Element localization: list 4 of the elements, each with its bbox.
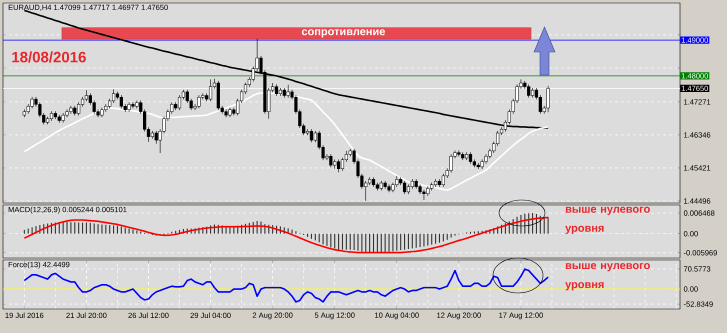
text: выше нулевого уровня xyxy=(565,206,650,234)
annotation: 18/08/2016 xyxy=(12,51,86,63)
text: выше нулевого уровня xyxy=(565,263,650,290)
band-label: сопротивление xyxy=(302,29,385,38)
